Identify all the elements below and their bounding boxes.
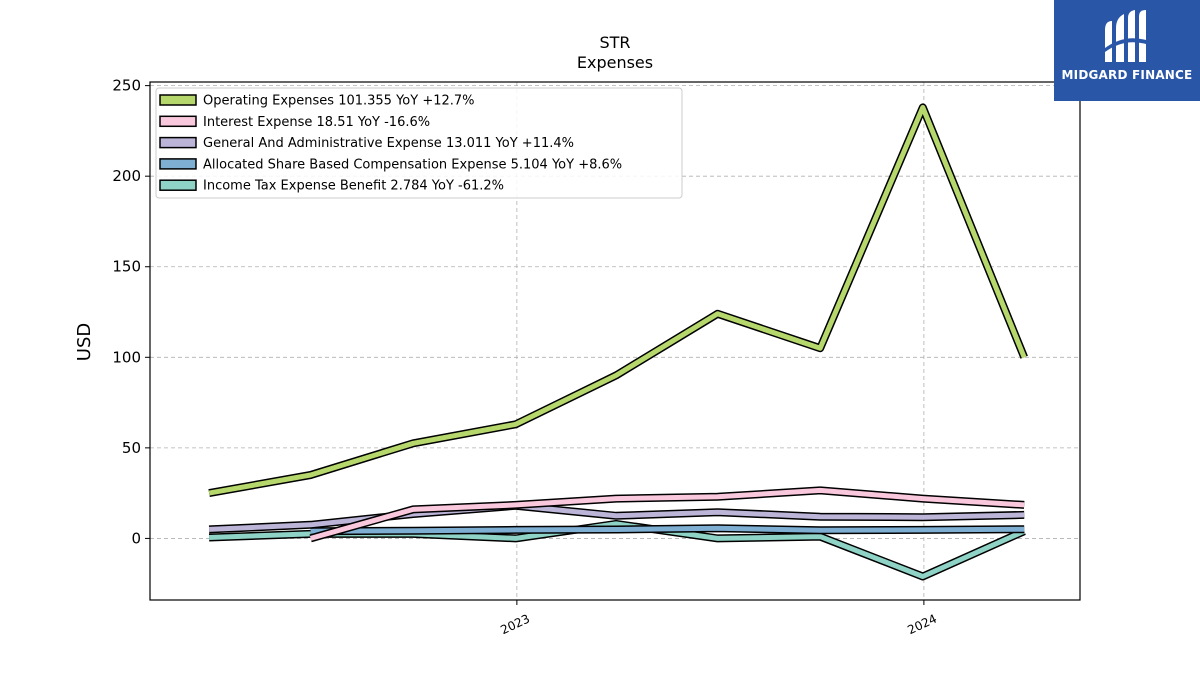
midgard-logo-icon [1105, 10, 1146, 62]
legend-entry: Allocated Share Based Compensation Expen… [203, 157, 622, 172]
legend-swatch [159, 179, 197, 191]
brand-logo: MIDGARD FINANCE [1054, 0, 1200, 101]
series-layer [208, 103, 1028, 581]
legend-entry: Operating Expenses 101.355 YoY +12.7% [203, 94, 475, 109]
chart-title: STR [599, 33, 630, 52]
series-line [309, 487, 1025, 541]
y-tick-label: 100 [112, 348, 141, 366]
brand-name: MIDGARD FINANCE [1061, 68, 1193, 82]
legend-entry: Interest Expense 18.51 YoY -16.6% [203, 115, 430, 130]
legend-entry: General And Administrative Expense 13.01… [203, 136, 574, 151]
series-line [310, 525, 1025, 534]
y-tick-label: 150 [112, 258, 141, 276]
x-tick-label: 2023 [498, 612, 532, 638]
y-tick-label: 250 [112, 77, 141, 95]
y-tick-label: 50 [122, 439, 141, 457]
series-line [208, 503, 1025, 532]
legend-entry: Income Tax Expense Benefit 2.784 YoY -61… [203, 179, 504, 194]
y-tick-label: 200 [112, 167, 141, 185]
y-axis-label: USD [74, 323, 95, 361]
legend-swatch [159, 115, 197, 128]
legend-swatch [159, 136, 197, 149]
axis-ticks: 0 50 100 150 200 250 2023 2024 [112, 77, 939, 638]
legend-swatch [159, 158, 197, 170]
x-tick-label: 2024 [905, 612, 939, 638]
plot-frame [149, 81, 1081, 601]
legend-box [155, 87, 683, 199]
chart-subtitle: Expenses [577, 53, 653, 72]
y-tick-label: 0 [131, 529, 141, 547]
legend: Operating Expenses 101.355 YoY +12.7% Int… [155, 87, 683, 199]
legend-swatch [159, 94, 197, 106]
series-line [208, 104, 1027, 496]
